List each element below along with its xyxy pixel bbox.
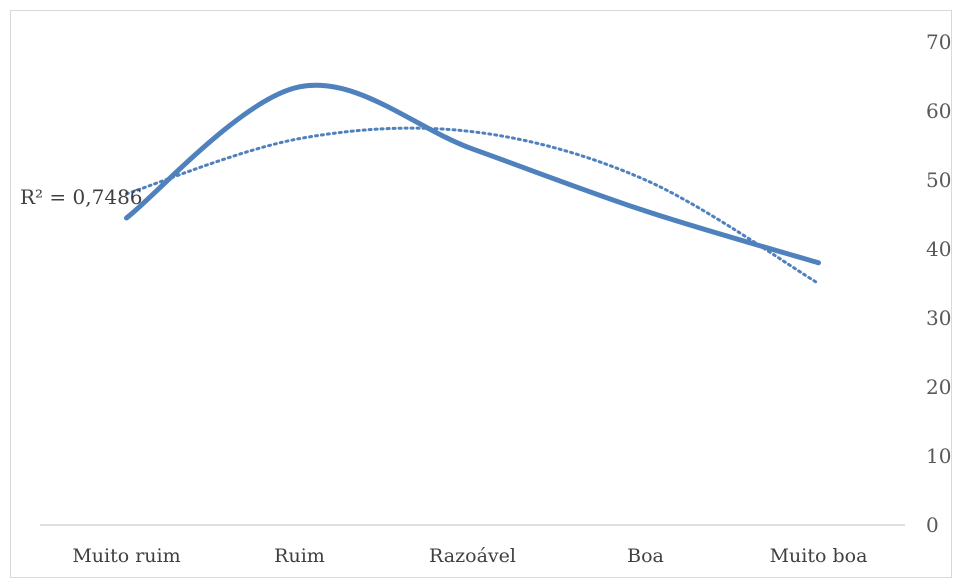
x-tick-label: Muito ruim <box>72 545 180 567</box>
chart-frame <box>10 10 952 578</box>
series-points <box>126 86 819 263</box>
x-tick-label: Muito boa <box>770 545 868 567</box>
y-tick-label: 30 <box>926 306 951 330</box>
y-tick-label: 0 <box>926 513 939 537</box>
y-tick-label: 20 <box>926 375 951 399</box>
x-tick-label: Boa <box>627 545 664 567</box>
trendline <box>125 126 820 285</box>
x-tick-label: Ruim <box>274 545 325 567</box>
y-tick-label: 50 <box>926 168 951 192</box>
series-line <box>124 82 821 266</box>
y-axis-ticks: 0 10 20 30 40 50 60 70 <box>926 30 951 537</box>
x-axis-labels: Muito ruim Ruim Razoável Boa Muito boa <box>72 545 867 567</box>
y-tick-label: 40 <box>926 237 951 261</box>
y-tick-label: 70 <box>926 30 951 54</box>
y-tick-label: 10 <box>926 444 951 468</box>
x-tick-label: Razoável <box>429 545 516 567</box>
y-tick-label: 60 <box>926 99 951 123</box>
r-squared-label: R² = 0,7486 <box>20 185 143 209</box>
